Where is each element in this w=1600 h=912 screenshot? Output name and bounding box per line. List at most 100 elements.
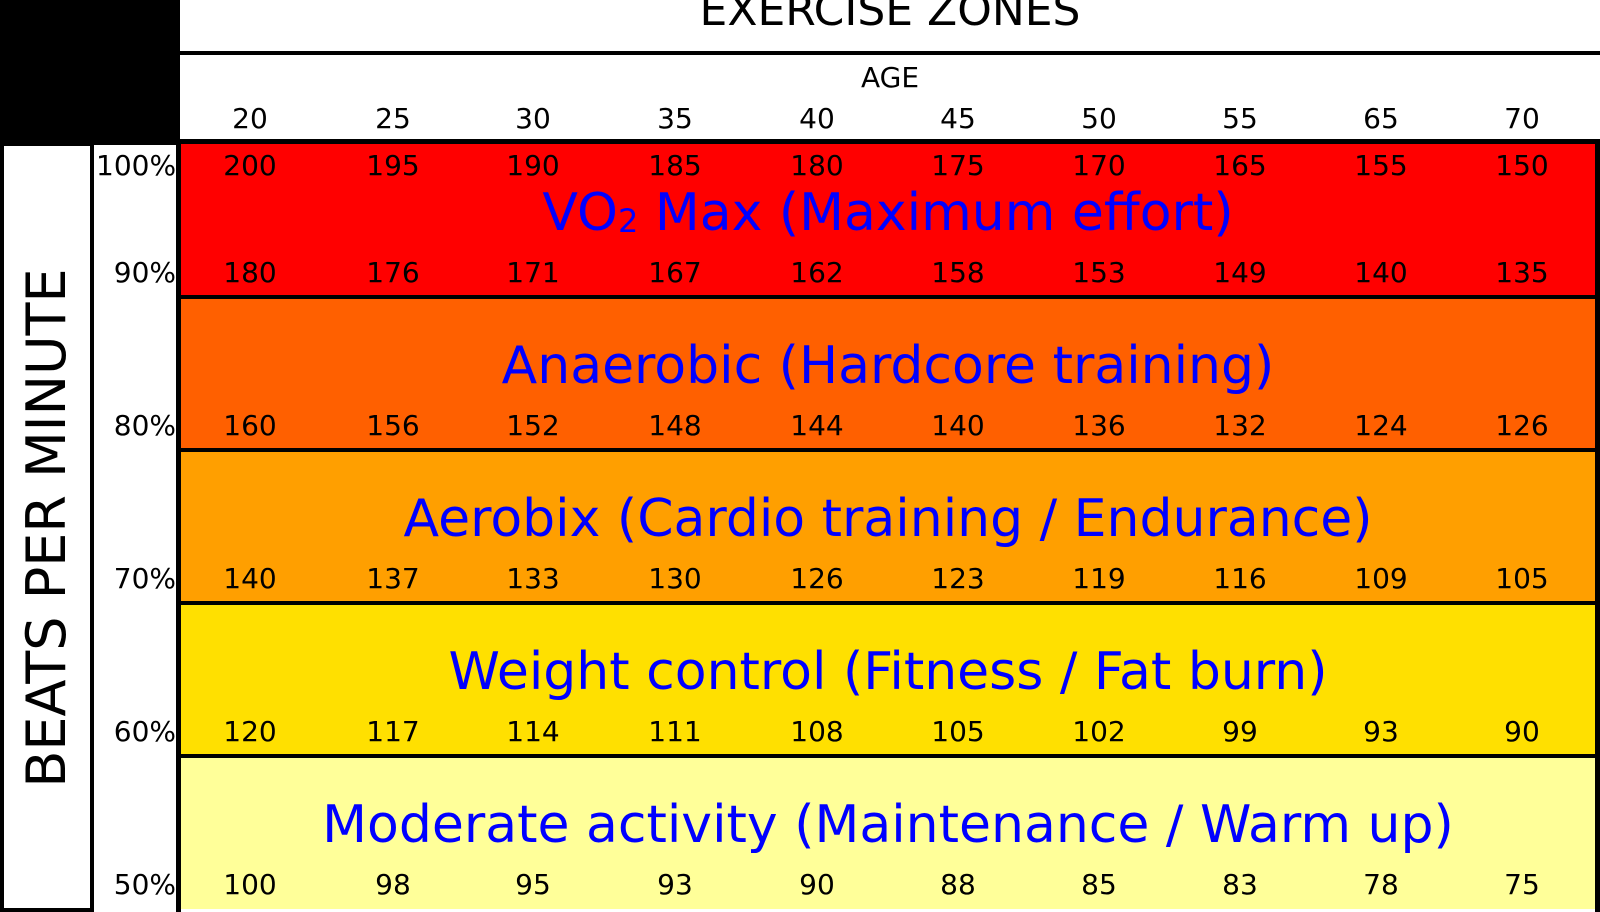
chart-title: EXERCISE ZONES — [699, 0, 1081, 36]
zone-label: VO2 Max (Maximum effort) — [180, 183, 1596, 251]
y-axis-label: BEATS PER MINUTE — [15, 268, 78, 788]
bpm-value: 75 — [1504, 868, 1540, 901]
bpm-value: 117 — [366, 715, 420, 748]
bpm-value: 165 — [1213, 149, 1267, 182]
age-tick-label: 50 — [1081, 102, 1117, 135]
percent-label: 80% — [113, 409, 176, 442]
bpm-value: 105 — [1495, 562, 1549, 595]
zone-divider — [180, 295, 1596, 299]
percent-label: 70% — [113, 562, 176, 595]
title-divider — [180, 51, 1600, 55]
zone-band — [180, 450, 1596, 603]
age-tick-label: 70 — [1504, 102, 1540, 135]
bpm-value: 175 — [931, 149, 985, 182]
bpm-value: 149 — [1213, 256, 1267, 289]
age-tick-label: 45 — [940, 102, 976, 135]
y-axis-panel — [0, 142, 94, 912]
zone-label: Weight control (Fitness / Fat burn) — [180, 642, 1596, 702]
age-tick-label: 30 — [515, 102, 551, 135]
bpm-value: 114 — [506, 715, 560, 748]
bpm-value: 190 — [506, 149, 560, 182]
header-divider — [180, 139, 1600, 144]
bpm-value: 95 — [515, 868, 551, 901]
bpm-value: 180 — [790, 149, 844, 182]
table-right-border — [1595, 142, 1600, 912]
age-tick-label: 25 — [375, 102, 411, 135]
zone-band — [180, 603, 1596, 756]
zone-label-text: Weight control (Fitness / Fat burn) — [448, 641, 1328, 702]
bpm-value: 93 — [657, 868, 693, 901]
bpm-value: 140 — [223, 562, 277, 595]
bpm-value: 148 — [648, 409, 702, 442]
bpm-value: 171 — [506, 256, 560, 289]
zone-label-text: Anaerobic (Hardcore training) — [501, 335, 1275, 396]
percent-label: 100% — [96, 149, 177, 182]
zone-divider — [180, 601, 1596, 605]
bpm-value: 85 — [1081, 868, 1117, 901]
bpm-value: 170 — [1072, 149, 1126, 182]
bpm-value: 162 — [790, 256, 844, 289]
zone-band — [180, 756, 1596, 909]
bpm-value: 185 — [648, 149, 702, 182]
zone-label-text: Moderate activity (Maintenance / Warm up… — [322, 794, 1454, 855]
bpm-value: 88 — [940, 868, 976, 901]
bpm-value: 78 — [1363, 868, 1399, 901]
bpm-value: 167 — [648, 256, 702, 289]
bpm-value: 150 — [1495, 149, 1549, 182]
zone-label: Aerobix (Cardio training / Endurance) — [180, 489, 1596, 549]
zone-divider — [180, 448, 1596, 452]
bpm-value: 200 — [223, 149, 277, 182]
bpm-value: 137 — [366, 562, 420, 595]
zone-label: Anaerobic (Hardcore training) — [180, 336, 1596, 396]
bpm-value: 160 — [223, 409, 277, 442]
age-tick-label: 20 — [232, 102, 268, 135]
bpm-value: 109 — [1354, 562, 1408, 595]
zone-divider — [180, 754, 1596, 758]
bpm-value: 140 — [1354, 256, 1408, 289]
bpm-value: 100 — [223, 868, 277, 901]
zone-band — [180, 144, 1596, 297]
bpm-value: 98 — [375, 868, 411, 901]
bpm-value: 93 — [1363, 715, 1399, 748]
age-tick-label: 35 — [657, 102, 693, 135]
bpm-value: 155 — [1354, 149, 1408, 182]
age-tick-label: 40 — [799, 102, 835, 135]
zone-band — [180, 297, 1596, 450]
age-tick-label: 55 — [1222, 102, 1258, 135]
corner-block — [0, 0, 180, 145]
bpm-value: 119 — [1072, 562, 1126, 595]
bpm-value: 116 — [1213, 562, 1267, 595]
table-left-border — [176, 142, 181, 912]
bpm-value: 123 — [931, 562, 985, 595]
percent-label: 90% — [113, 256, 176, 289]
zone-label-subscript: 2 — [617, 201, 639, 240]
bpm-value: 130 — [648, 562, 702, 595]
bpm-value: 99 — [1222, 715, 1258, 748]
bpm-value: 124 — [1354, 409, 1408, 442]
zone-label: Moderate activity (Maintenance / Warm up… — [180, 795, 1596, 855]
age-tick-label: 65 — [1363, 102, 1399, 135]
bpm-value: 90 — [1504, 715, 1540, 748]
bpm-value: 140 — [931, 409, 985, 442]
bpm-value: 108 — [790, 715, 844, 748]
bpm-value: 126 — [1495, 409, 1549, 442]
bpm-value: 135 — [1495, 256, 1549, 289]
percent-label: 60% — [113, 715, 176, 748]
bpm-value: 126 — [790, 562, 844, 595]
zone-label-text: Aerobix (Cardio training / Endurance) — [403, 488, 1373, 549]
bpm-value: 111 — [648, 715, 702, 748]
bpm-value: 132 — [1213, 409, 1267, 442]
zone-label-text: VO — [542, 182, 618, 243]
bpm-value: 105 — [931, 715, 985, 748]
bpm-value: 195 — [366, 149, 420, 182]
bpm-value: 120 — [223, 715, 277, 748]
bpm-value: 156 — [366, 409, 420, 442]
bpm-value: 152 — [506, 409, 560, 442]
bpm-value: 133 — [506, 562, 560, 595]
percent-label: 50% — [113, 868, 176, 901]
bpm-value: 144 — [790, 409, 844, 442]
bpm-value: 83 — [1222, 868, 1258, 901]
x-axis-label: AGE — [860, 61, 920, 94]
bpm-value: 180 — [223, 256, 277, 289]
